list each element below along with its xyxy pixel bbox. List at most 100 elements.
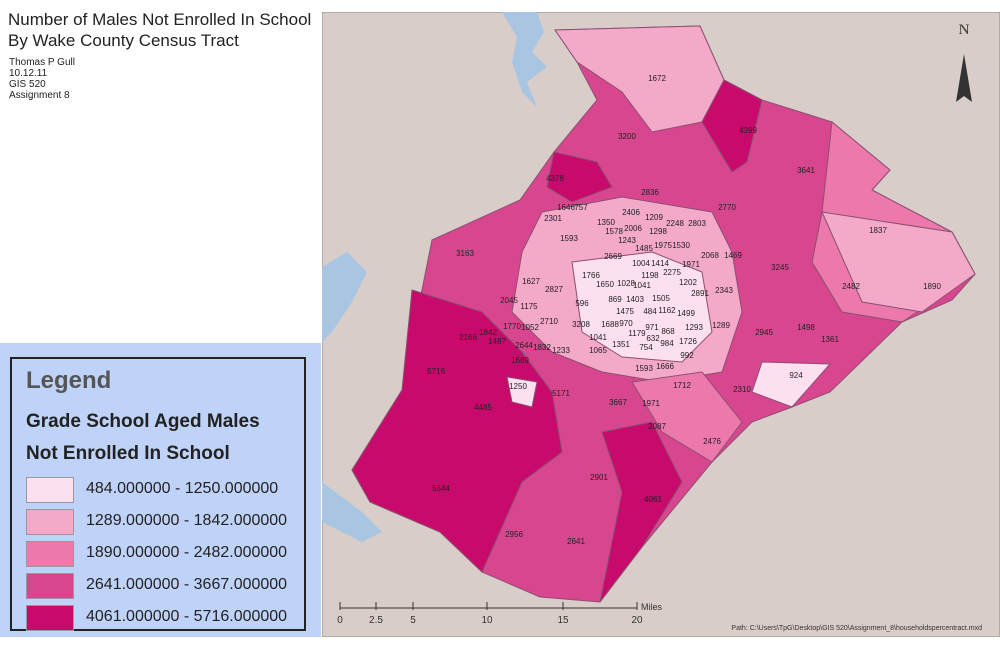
legend-label: 1289.000000 - 1842.000000	[86, 512, 288, 529]
tract-label: 2945	[755, 328, 773, 337]
scale-label: 20	[631, 615, 643, 626]
scale-unit: Miles	[641, 602, 663, 612]
map: N 1672 4399 3200 3641 4378 2836 2770 1646 757 240…	[322, 12, 1000, 637]
tract-label: 1414	[651, 259, 669, 268]
tract-label: 2827	[545, 285, 563, 294]
tract-label: 3667	[609, 398, 627, 407]
author-line: Assignment 8	[9, 90, 70, 101]
tract-label: 1198	[641, 271, 659, 280]
tract-label: 1004	[632, 259, 650, 268]
lake	[322, 252, 367, 342]
legend-heading: Legend	[26, 367, 112, 394]
legend-swatch	[26, 541, 74, 567]
tract-label: 924	[789, 371, 803, 380]
tract-label: 1837	[869, 226, 887, 235]
tract-label: 632	[646, 334, 660, 343]
scale-label: 10	[481, 615, 493, 626]
tract-label: 1669	[511, 356, 529, 365]
lake	[322, 482, 382, 542]
author-line: Thomas P Gull	[9, 57, 75, 68]
tract-label: 1832	[533, 343, 551, 352]
legend: Legend Grade School Aged Males Not Enrol…	[0, 343, 321, 637]
tract	[546, 151, 613, 203]
tract-label: 1351	[612, 340, 630, 349]
tract-label: 1593	[635, 364, 653, 373]
tract-label: 1041	[589, 333, 607, 342]
tract-label: 2166	[459, 333, 477, 342]
tract-label: 1202	[679, 278, 697, 287]
tract	[506, 376, 538, 408]
tract-label: 2045	[500, 296, 518, 305]
tract-label: 2891	[691, 289, 709, 298]
tract-label: 1361	[821, 335, 839, 344]
tract-label: 1672	[648, 74, 666, 83]
tract-label: 1627	[522, 277, 540, 286]
tract-label: 1499	[677, 309, 695, 318]
tract-label: 971	[645, 323, 659, 332]
tract-label: 2068	[701, 251, 719, 260]
tract	[751, 361, 832, 408]
tract	[571, 251, 713, 363]
tract-label: 984	[660, 339, 674, 348]
tract-label: 1175	[520, 302, 538, 311]
tract-label: 4485	[474, 403, 492, 412]
scale-label: 2.5	[369, 615, 383, 626]
tract-label: 3245	[771, 263, 789, 272]
tract-label: 1498	[797, 323, 815, 332]
legend-label: 1890.000000 - 2482.000000	[86, 544, 288, 561]
tract-label: 2301	[544, 214, 562, 223]
map-title: By Wake County Census Tract	[8, 31, 239, 50]
tract	[554, 25, 725, 133]
tract-label: 1289	[712, 321, 730, 330]
tract	[631, 371, 743, 463]
file-path: Path: C:\Users\TpG\Desktop\GIS 520\Assig…	[731, 625, 982, 632]
tract-label: 5716	[427, 367, 445, 376]
tract-label: 2275	[663, 268, 681, 277]
tract-label: 1250	[509, 382, 527, 391]
scale-label: 0	[337, 615, 343, 626]
legend-swatch	[26, 605, 74, 631]
tract	[701, 79, 763, 173]
legend-swatch	[26, 509, 74, 535]
tract-label: 2343	[715, 286, 733, 295]
legend-frame: Legend Grade School Aged Males Not Enrol…	[10, 357, 306, 631]
lake	[502, 12, 547, 107]
legend-label: 2641.000000 - 3667.000000	[86, 576, 288, 593]
tract-label: 1233	[552, 346, 570, 355]
tract-label: 1726	[679, 337, 697, 346]
tract-label: 1971	[682, 260, 700, 269]
tract-label: 2006	[624, 224, 642, 233]
tract-label: 1766	[582, 271, 600, 280]
tract-label: 1770	[503, 322, 521, 331]
legend-subtitle: Not Enrolled In School	[26, 443, 230, 464]
tract-label: 992	[680, 351, 694, 360]
tract-label: 2406	[622, 208, 640, 217]
tract-label: 1650	[596, 280, 614, 289]
author-line: GIS 520	[9, 79, 46, 90]
tract-label: 1646	[557, 203, 575, 212]
tract	[351, 289, 563, 573]
tract-label: 1842	[479, 328, 497, 337]
scale-label: 5	[410, 615, 416, 626]
tract-label: 1890	[923, 282, 941, 291]
tract-label: 1688	[601, 320, 619, 329]
tract-label: 1712	[673, 381, 691, 390]
tract-label: 3641	[797, 166, 815, 175]
tract-label: 754	[639, 343, 653, 352]
tract-label: 5171	[552, 389, 570, 398]
legend-swatch	[26, 477, 74, 503]
scale-label: 15	[557, 615, 569, 626]
tract-label: 2770	[718, 203, 736, 212]
tract-label: 1475	[616, 307, 634, 316]
tract-label: 868	[661, 327, 675, 336]
tract	[821, 211, 976, 313]
legend-label: 4061.000000 - 5716.000000	[86, 608, 288, 625]
legend-subtitle: Grade School Aged Males	[26, 411, 260, 432]
tract-label: 1666	[656, 362, 674, 371]
tract-label: 2087	[648, 422, 666, 431]
tract-label: 1028	[617, 279, 635, 288]
tract-label: 1041	[633, 281, 651, 290]
tract-label: 2310	[733, 385, 751, 394]
tract-label: 1593	[560, 234, 578, 243]
tract-label: 1298	[649, 227, 667, 236]
